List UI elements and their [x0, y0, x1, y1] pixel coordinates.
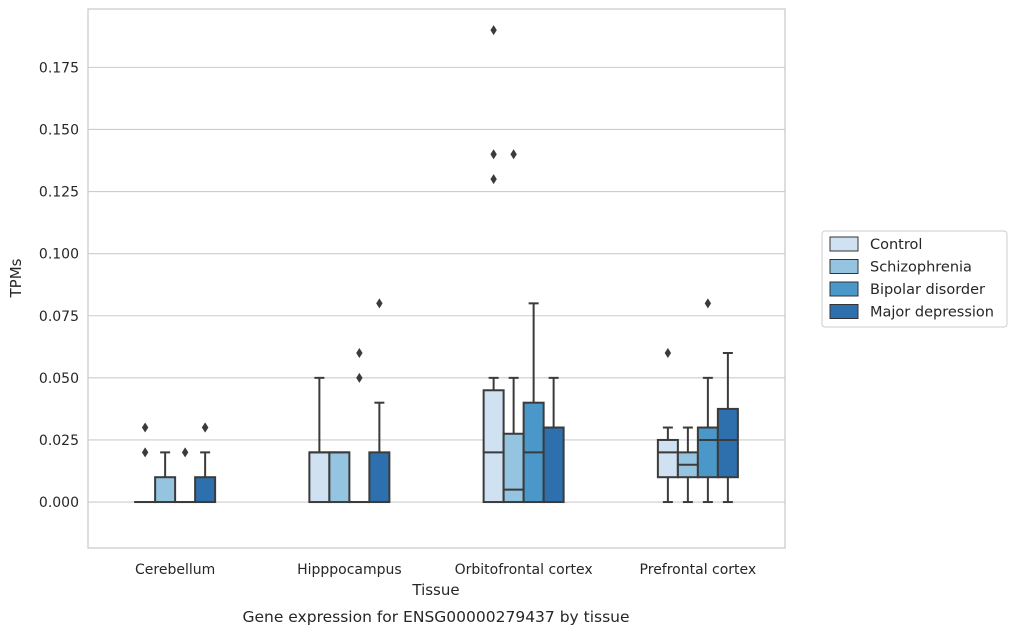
box-body — [502, 432, 525, 504]
legend-swatch — [829, 281, 859, 297]
outlier-marker — [141, 447, 149, 458]
outlier-marker — [356, 372, 363, 383]
box — [676, 426, 699, 504]
box — [502, 149, 525, 504]
y-tick-label: 0.175 — [39, 60, 79, 76]
box-body — [308, 451, 331, 504]
y-tick-label: 0.025 — [39, 433, 79, 449]
series-bipolar-disorder — [174, 298, 719, 504]
box-body — [368, 451, 391, 504]
box — [154, 451, 177, 504]
series-major-depression — [194, 298, 739, 504]
series-control — [134, 25, 679, 504]
box-body — [194, 476, 217, 504]
box — [328, 451, 351, 504]
plot-area-frame — [87, 8, 786, 549]
outlier-marker — [376, 298, 383, 309]
outlier-marker — [664, 348, 672, 359]
legend-frame — [821, 230, 1008, 328]
box — [368, 298, 391, 504]
y-tick-label: 0.075 — [39, 309, 79, 325]
grid-lines — [88, 66, 785, 503]
x-axis-label: Tissue — [411, 581, 459, 599]
series-schizophrenia — [154, 149, 699, 504]
outlier-marker — [490, 149, 497, 160]
legend-item: Control — [829, 236, 922, 253]
box-body — [482, 389, 505, 504]
x-tick-label: Cerebellum — [135, 562, 215, 578]
box-series-layer — [134, 25, 739, 504]
y-tick-label: 0.050 — [39, 371, 79, 387]
box — [696, 298, 719, 504]
legend-item: Major depression — [829, 304, 994, 321]
y-tick-label: 0.150 — [39, 122, 79, 138]
box-body — [656, 438, 679, 479]
box-body — [716, 407, 739, 479]
chart-caption: Gene expression for ENSG00000279437 by t… — [242, 608, 629, 626]
outlier-marker — [704, 298, 712, 309]
x-axis-ticks: Cerebellum Hipppocampus Orbitofrontal cort… — [135, 562, 756, 578]
outlier-marker — [490, 25, 497, 36]
legend-label: Bipolar disorder — [870, 282, 985, 298]
y-tick-label: 0.000 — [39, 495, 79, 511]
x-tick-label: Prefrontal cortex — [640, 562, 757, 578]
outlier-marker — [141, 422, 149, 433]
legend-item: Schizophrenia — [829, 259, 972, 276]
y-tick-label: 0.100 — [39, 247, 79, 263]
box — [542, 376, 565, 504]
x-tick-label: Hipppocampus — [297, 562, 402, 578]
legend-swatch — [829, 236, 859, 252]
outlier-marker — [356, 348, 363, 359]
legend-item: Bipolar disorder — [829, 281, 985, 298]
box-body — [328, 451, 351, 504]
legend-items: Control Schizophrenia Bipolar disorder Majo… — [829, 236, 994, 321]
box — [656, 348, 679, 504]
legend-label: Control — [870, 237, 922, 253]
outlier-marker — [181, 447, 189, 458]
outlier-marker — [510, 149, 517, 160]
legend-swatch — [829, 304, 859, 319]
box — [482, 25, 505, 504]
y-axis-ticks: 0.000 0.025 0.050 0.075 0.100 0.125 0.150 0.175 — [39, 60, 79, 511]
x-tick-label: Orbitofrontal cortex — [455, 562, 593, 578]
y-axis-label: TPMs — [7, 258, 25, 298]
box — [716, 352, 739, 504]
box-body — [154, 476, 177, 504]
legend-label: Schizophrenia — [870, 260, 972, 276]
outlier-marker — [201, 422, 209, 433]
legend-swatch — [829, 259, 859, 274]
box-body — [696, 426, 719, 479]
box-body — [542, 426, 565, 504]
box — [174, 447, 197, 504]
box — [194, 422, 217, 504]
box — [348, 348, 371, 504]
outlier-marker — [490, 174, 497, 185]
legend: Control Schizophrenia Bipolar disorder Majo… — [821, 230, 1008, 328]
legend-label: Major depression — [870, 305, 994, 321]
box — [522, 302, 545, 504]
box — [308, 376, 331, 504]
y-tick-label: 0.125 — [39, 185, 79, 201]
